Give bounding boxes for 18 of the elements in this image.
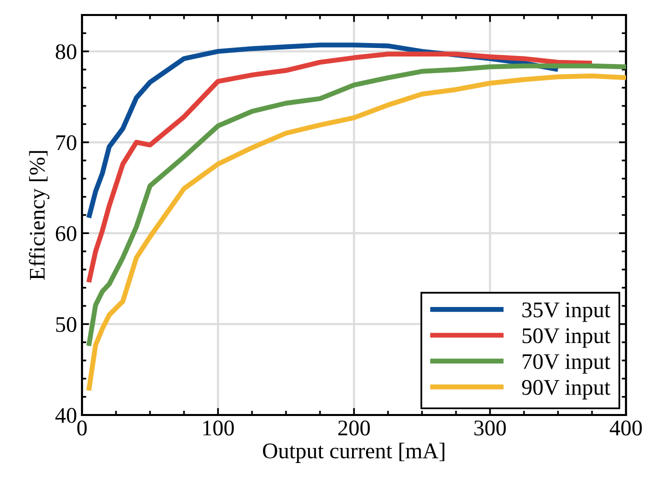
y-tick-label: 80: [56, 44, 76, 60]
line-series: [86, 52, 594, 285]
y-tick-label: 60: [56, 226, 76, 242]
y-tick-label: 70: [56, 135, 76, 150]
x-tick-label: 100: [203, 420, 234, 436]
line-series: [86, 63, 626, 348]
legend-label: 90V input: [522, 380, 610, 400]
legend-label: 35V input: [522, 302, 610, 322]
x-tick-label: 0: [77, 420, 87, 436]
legend-label: 50V input: [522, 328, 610, 348]
x-axis-title: Output current [mA]: [262, 442, 444, 463]
legend-label: 70V input: [522, 354, 610, 374]
x-tick-label: 400: [610, 420, 642, 436]
y-tick-label: 50: [56, 317, 76, 332]
y-axis-title: Efficiency [%]: [28, 151, 50, 280]
y-tick-label: 40: [55, 408, 76, 423]
x-tick-label: 300: [474, 420, 506, 436]
x-tick-label: 200: [338, 420, 370, 436]
